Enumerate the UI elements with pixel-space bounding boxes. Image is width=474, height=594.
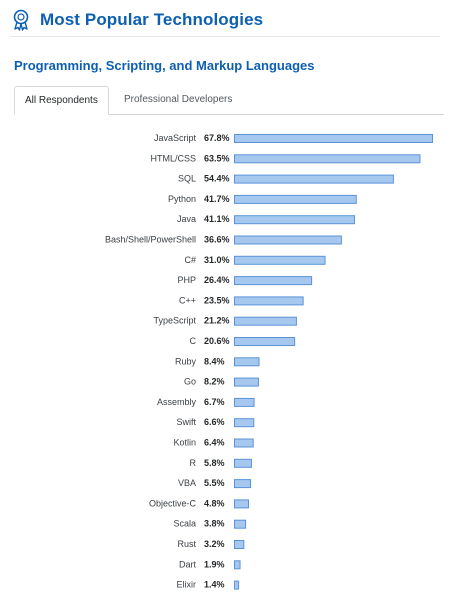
category-label-swift: Swift (176, 417, 196, 427)
value-label-java: 41.1% (204, 214, 230, 224)
bar-ruby (234, 357, 260, 367)
value-label-sql: 54.4% (204, 174, 230, 184)
category-label-c: C# (184, 255, 196, 265)
section-title: Programming, Scripting, and Markup Langu… (14, 58, 315, 73)
page-header: Most Popular Technologies (10, 4, 440, 37)
bar-elixir (234, 580, 240, 590)
category-label-assembly: Assembly (157, 397, 197, 407)
category-label-ruby: Ruby (175, 356, 197, 366)
value-label-bash-shell-powershell: 36.6% (204, 235, 230, 245)
value-label-typescript: 21.2% (204, 316, 230, 326)
category-label-dart: Dart (179, 559, 197, 569)
value-label-c: 23.5% (204, 295, 230, 305)
bar-java (234, 215, 356, 225)
value-label-c: 31.0% (204, 255, 230, 265)
category-label-go: Go (184, 377, 196, 387)
bar-swift (234, 418, 255, 428)
category-label-scala: Scala (173, 519, 196, 529)
bar-typescript (234, 316, 297, 326)
bar-go (234, 377, 259, 387)
languages-bar-chart: JavaScript 67.8% HTML/CSS 63.5% SQL 54.4% Pyth… (105, 133, 433, 590)
respondent-tabs: All Respondents Professional Developers (14, 86, 444, 115)
bar-scala (234, 519, 247, 529)
bar-bash-shell-powershell (234, 235, 342, 245)
value-label-objective-c: 4.8% (204, 498, 225, 508)
tab-all-respondents[interactable]: All Respondents (14, 86, 109, 115)
value-label-php: 26.4% (204, 275, 230, 285)
category-label-sql: SQL (178, 174, 196, 184)
value-label-ruby: 8.4% (204, 356, 225, 366)
bar-r (234, 458, 252, 468)
category-label-rust: Rust (177, 539, 196, 549)
bar-c (234, 296, 304, 306)
value-label-html-css: 63.5% (204, 153, 230, 163)
value-label-scala: 3.8% (204, 519, 225, 529)
category-label-java: Java (177, 214, 196, 224)
bar-c (234, 337, 296, 346)
category-label-kotlin: Kotlin (173, 438, 196, 448)
bar-c (234, 255, 326, 265)
category-label-r: R (190, 458, 197, 468)
value-label-kotlin: 6.4% (204, 438, 225, 448)
category-label-php: PHP (177, 275, 196, 285)
bar-objective-c (234, 499, 250, 509)
bar-dart (234, 560, 241, 570)
value-label-go: 8.2% (204, 377, 225, 387)
value-label-vba: 5.5% (204, 478, 225, 488)
value-label-r: 5.8% (204, 458, 225, 468)
bar-javascript (234, 134, 433, 143)
category-label-vba: VBA (178, 478, 196, 488)
value-label-javascript: 67.8% (204, 133, 230, 143)
value-label-elixir: 1.4% (204, 580, 225, 590)
bar-kotlin (234, 438, 254, 448)
bar-vba (234, 479, 252, 489)
value-label-c: 20.6% (204, 336, 230, 346)
bar-rust (234, 540, 245, 549)
tab-professional-developers[interactable]: Professional Developers (124, 94, 233, 105)
bar-php (234, 276, 313, 286)
award-ribbon-icon (13, 9, 29, 31)
value-label-dart: 1.9% (204, 559, 225, 569)
value-label-rust: 3.2% (204, 539, 225, 549)
bar-assembly (234, 397, 255, 407)
category-label-python: Python (168, 194, 196, 204)
category-label-typescript: TypeScript (153, 316, 196, 326)
category-label-elixir: Elixir (177, 580, 197, 590)
page-title: Most Popular Technologies (40, 10, 264, 29)
category-label-c: C (190, 336, 197, 346)
value-label-swift: 6.6% (204, 417, 225, 427)
category-label-html-css: HTML/CSS (150, 153, 196, 163)
category-label-objective-c: Objective-C (149, 498, 197, 508)
bar-html-css (234, 154, 421, 164)
bar-python (234, 194, 357, 204)
value-label-python: 41.7% (204, 194, 230, 204)
bar-sql (234, 174, 394, 184)
value-label-assembly: 6.7% (204, 397, 225, 407)
category-label-c: C++ (179, 295, 196, 305)
category-label-javascript: JavaScript (154, 133, 197, 143)
category-label-bash-shell-powershell: Bash/Shell/PowerShell (105, 235, 196, 245)
